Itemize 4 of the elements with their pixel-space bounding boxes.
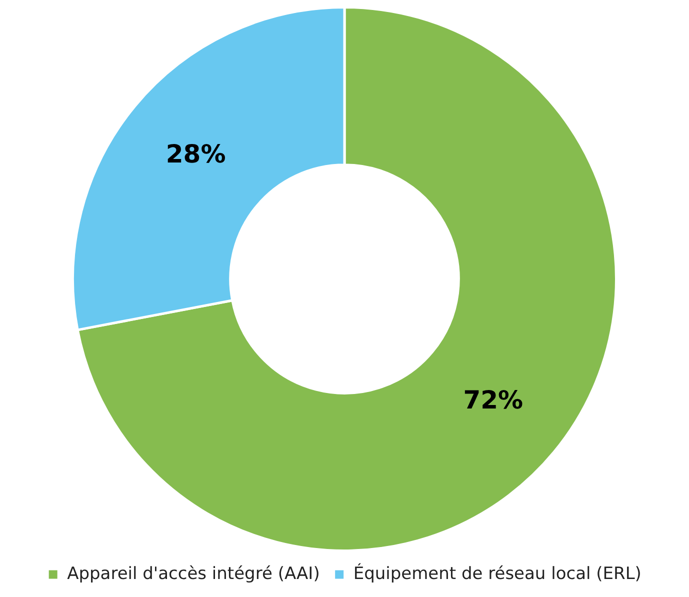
data-label: 72% — [463, 385, 524, 414]
data-label: 28% — [166, 140, 226, 169]
legend-label: Équipement de réseau local (ERL) — [353, 562, 642, 584]
legend-label: Appareil d'accès intégré (AAI) — [67, 564, 320, 584]
